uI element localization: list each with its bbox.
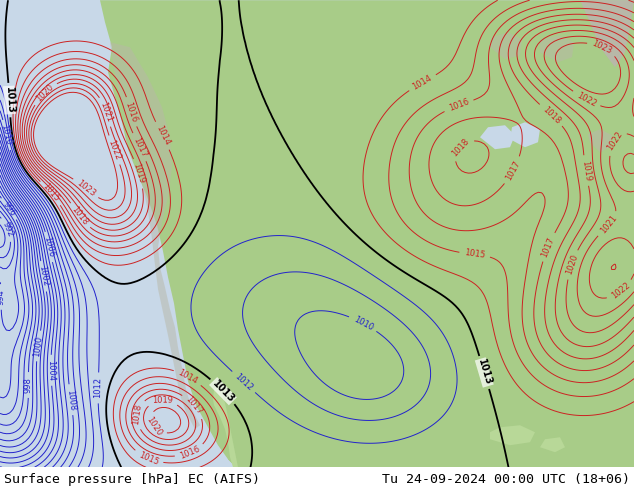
Text: 1014: 1014 bbox=[177, 368, 199, 386]
Text: 992: 992 bbox=[1, 220, 15, 238]
Text: 1020: 1020 bbox=[34, 82, 55, 103]
Text: 1017: 1017 bbox=[540, 236, 557, 258]
Text: 1004: 1004 bbox=[46, 360, 56, 381]
Polygon shape bbox=[540, 437, 565, 452]
Text: Tu 24-09-2024 00:00 UTC (18+06): Tu 24-09-2024 00:00 UTC (18+06) bbox=[382, 473, 630, 486]
Text: 1000: 1000 bbox=[32, 335, 44, 357]
Text: 1022: 1022 bbox=[575, 91, 598, 108]
Polygon shape bbox=[510, 337, 535, 419]
Text: 1015: 1015 bbox=[137, 450, 160, 466]
Text: 1018: 1018 bbox=[540, 104, 562, 125]
Polygon shape bbox=[540, 35, 574, 62]
Polygon shape bbox=[510, 122, 540, 147]
Text: 1008: 1008 bbox=[65, 389, 77, 411]
Text: 1014: 1014 bbox=[154, 124, 171, 147]
Polygon shape bbox=[213, 382, 238, 467]
Polygon shape bbox=[480, 125, 515, 149]
Polygon shape bbox=[110, 42, 200, 429]
Text: 1018: 1018 bbox=[450, 136, 471, 158]
Polygon shape bbox=[0, 0, 634, 467]
Text: 1016: 1016 bbox=[448, 98, 470, 113]
Polygon shape bbox=[100, 0, 634, 467]
Text: 1022: 1022 bbox=[107, 139, 122, 161]
Text: 996: 996 bbox=[1, 200, 17, 218]
Text: 1012: 1012 bbox=[233, 371, 254, 392]
Text: 1022: 1022 bbox=[609, 281, 631, 301]
Polygon shape bbox=[490, 32, 522, 59]
Text: 1016: 1016 bbox=[124, 100, 139, 123]
Text: 1012: 1012 bbox=[93, 377, 103, 398]
Text: 1013: 1013 bbox=[476, 358, 493, 387]
Text: 1013: 1013 bbox=[4, 86, 15, 114]
Text: 1002: 1002 bbox=[37, 265, 50, 288]
Text: 994: 994 bbox=[0, 289, 6, 305]
Polygon shape bbox=[490, 425, 535, 445]
Text: 1015: 1015 bbox=[41, 182, 61, 204]
Polygon shape bbox=[588, 129, 612, 152]
Text: 1018: 1018 bbox=[132, 403, 143, 425]
Text: 1023: 1023 bbox=[591, 39, 614, 56]
Text: 1021: 1021 bbox=[98, 100, 113, 123]
Text: 1019: 1019 bbox=[579, 160, 592, 182]
Text: 1013: 1013 bbox=[210, 378, 236, 404]
Text: 1023: 1023 bbox=[75, 178, 97, 198]
Text: 1014: 1014 bbox=[411, 74, 434, 92]
Text: 1017: 1017 bbox=[184, 394, 204, 416]
Text: Surface pressure [hPa] EC (AIFS): Surface pressure [hPa] EC (AIFS) bbox=[4, 473, 260, 486]
Text: 1020: 1020 bbox=[564, 253, 579, 276]
Polygon shape bbox=[580, 0, 634, 67]
Text: 1019: 1019 bbox=[131, 162, 146, 185]
Text: 1006: 1006 bbox=[42, 236, 56, 258]
Text: 1017: 1017 bbox=[131, 136, 148, 159]
Text: 1016: 1016 bbox=[178, 444, 202, 461]
Text: 1015: 1015 bbox=[463, 248, 486, 260]
Text: 1010: 1010 bbox=[352, 315, 375, 332]
Polygon shape bbox=[228, 337, 306, 467]
Text: 1010: 1010 bbox=[0, 124, 13, 146]
Text: 1017: 1017 bbox=[504, 159, 522, 182]
Text: 1022: 1022 bbox=[605, 130, 624, 152]
Text: 1019: 1019 bbox=[152, 396, 173, 405]
Text: 1021: 1021 bbox=[598, 213, 619, 235]
Text: 1018: 1018 bbox=[70, 205, 89, 227]
Text: 1020: 1020 bbox=[144, 415, 163, 438]
Text: 998: 998 bbox=[24, 377, 33, 393]
